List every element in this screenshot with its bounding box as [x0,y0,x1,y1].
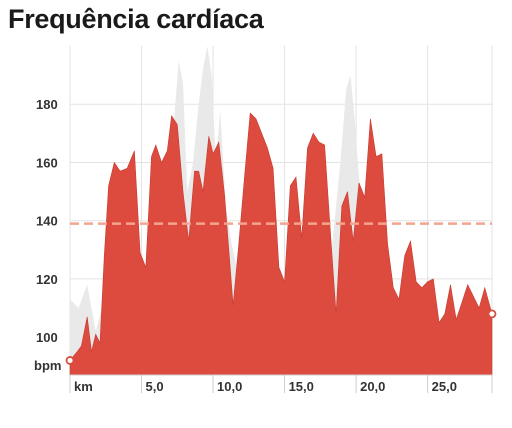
x-tick-label: 20,0 [360,379,385,394]
y-unit-label: bpm [34,358,61,373]
endpoint-marker [65,356,75,365]
y-tick-label: 100 [36,330,58,345]
y-tick-label: 180 [36,97,58,112]
x-unit-label: km [74,379,93,394]
endpoint-marker [487,309,497,319]
y-tick-label: 160 [36,155,58,170]
y-tick-label: 120 [36,272,58,287]
y-tick-labels: 100 120 140 160 180 [36,97,58,345]
x-tick-label: 10,0 [217,379,242,394]
y-tick-label: 140 [36,214,58,229]
heart-rate-area [69,112,493,376]
endpoint-markers [65,309,497,365]
x-tick-label: 25,0 [432,379,457,394]
x-tick-labels: 5,0 10,0 15,0 20,0 25,0 [69,375,493,394]
x-tick-label: 5,0 [146,379,164,394]
chart-title: Frequência cardíaca [8,4,264,34]
x-tick-label: 15,0 [289,379,314,394]
